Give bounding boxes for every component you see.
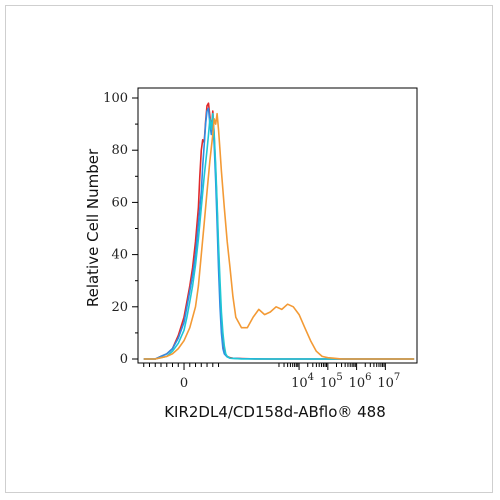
x-axis-label: KIR2DL4/CD158d-ABflo® 488 <box>164 403 386 421</box>
series-line-4 <box>143 112 415 360</box>
chart-frame <box>5 5 493 493</box>
y-axis-label: Relative Cell Number <box>84 148 102 307</box>
y-tick-label: 100 <box>103 91 128 106</box>
series-line-2 <box>143 107 415 360</box>
x-tick-label: 105 <box>320 372 343 391</box>
series-line-3 <box>143 112 415 360</box>
y-tick-label: 40 <box>111 248 128 263</box>
y-tick-label: 20 <box>111 300 128 315</box>
y-tick-label: 0 <box>120 352 128 367</box>
x-tick-label: 106 <box>349 372 372 391</box>
y-tick-label: 60 <box>111 195 128 210</box>
x-tick-label: 107 <box>377 372 400 391</box>
plot-area: 0 20 40 60 80 100 0 104 105 106 107 <box>103 87 418 391</box>
x-tick-label: 104 <box>291 372 314 391</box>
y-tick-label: 80 <box>111 143 128 158</box>
x-tick-label: 0 <box>180 376 188 391</box>
plot-border <box>137 87 418 364</box>
